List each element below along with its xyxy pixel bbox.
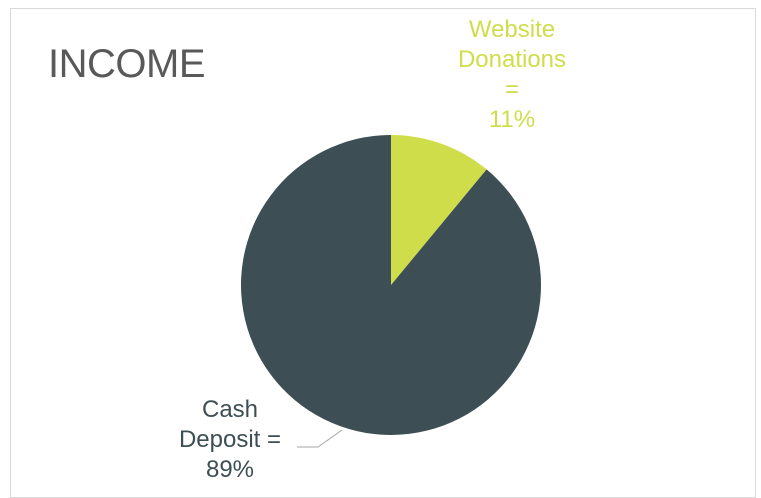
separator: =: [504, 76, 519, 103]
pie-slice: [391, 135, 487, 285]
leader-line: [297, 429, 343, 448]
value-label: 89%: [205, 456, 255, 483]
chart: [241, 135, 542, 448]
chart-title: INCOME: [48, 42, 206, 86]
separator: =: [267, 426, 282, 453]
pie-slice: [241, 135, 542, 435]
data-label: Website Donations = 11%: [442, 15, 582, 135]
value-label: 11%: [488, 106, 536, 133]
category-label: Website Donations: [457, 16, 567, 73]
category-label: Cash Deposit: [178, 396, 261, 453]
data-label: Cash Deposit = 89%: [165, 395, 295, 485]
page: INCOME Website Donations = 11% Cash Depo…: [10, 8, 756, 498]
